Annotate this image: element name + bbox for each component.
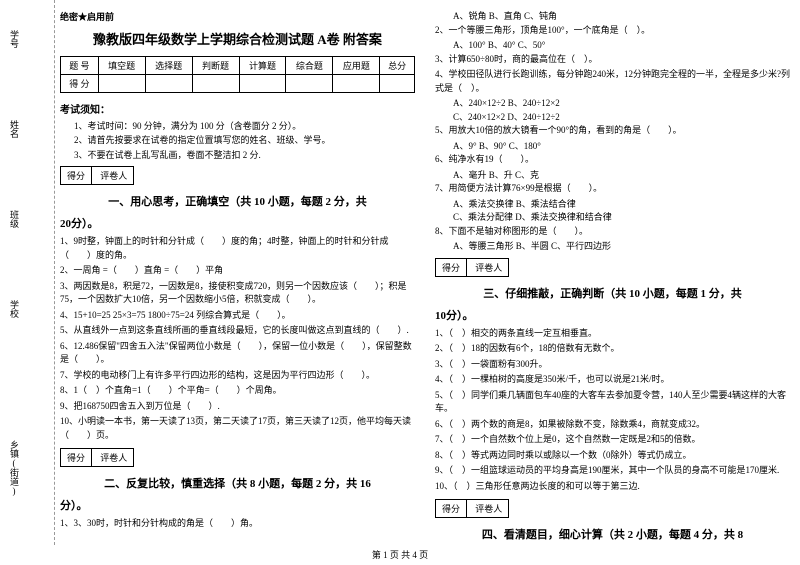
fill-q1: 1、9时整，钟面上的时针和分针成（ ）度的角；4时整，钟面上的时针和分针成（ ）… [60,235,415,262]
notice-heading: 考试须知： [60,101,415,116]
th-3: 判断题 [192,57,239,75]
part3-points: 10分）。 [435,307,790,323]
choice-q5: 5、用放大10倍的放大镜看一个90°的角，看到的角是（ ）。 [435,124,790,138]
choice-q6: 6、纯净水有19（ ）。 [435,153,790,167]
th-0: 题 号 [61,57,99,75]
judge-q7: 7、（ ）一个自然数个位上是0，这个自然数一定既是2和5的倍数。 [435,433,790,447]
choice-q3: 3、计算650÷80时，商的最高位在（ ）。 [435,53,790,67]
exam-title: 豫教版四年级数学上学期综合检测试题 A卷 附答案 [60,29,415,48]
score-box-2: 得分 评卷人 [60,448,134,467]
part4-title: 四、看清题目，细心计算（共 2 小题，每题 4 分，共 8 [435,526,790,542]
sb-c2: 评卷人 [94,167,133,184]
part1-points: 20分）。 [60,215,415,231]
th-1: 填空题 [98,57,145,75]
sb-c1: 得分 [61,167,92,184]
choice-q8: 8、下面不是轴对称图形的是（ ）。 [435,225,790,239]
fill-q3: 3、两因数是8，积是72，一因数是8，接使积变成720，则另一个因数应该（ ）；… [60,280,415,307]
binding-label-4: 学校 [8,300,21,318]
notice-2: 2、请首先按要求在试卷的指定位置填写您的姓名、班级、学号。 [74,133,415,147]
judge-q6: 6、（ ）两个数的商是8，如果被除数不变，除数乘4，商就变成32。 [435,418,790,432]
part2-points: 分）。 [60,497,415,513]
fill-q7: 7、学校的电动移门上有许多平行四边形的结构，这是因为平行四边形（ ）。 [60,369,415,383]
choice-q7: 7、用简便方法计算76×99是根据（ ）。 [435,182,790,196]
judge-q8: 8、（ ）等式两边同时乘以或除以一个数（0除外）等式仍成立。 [435,449,790,463]
score-table: 题 号 填空题 选择题 判断题 计算题 综合题 应用题 总分 得 分 [60,56,415,93]
page-content: 绝密★启用前 豫教版四年级数学上学期综合检测试题 A卷 附答案 题 号 填空题 … [60,10,790,540]
judge-q3: 3、（ ）一袋面粉有300升。 [435,358,790,372]
judge-q4: 4、（ ）一棵柏树的高度是350米/千，也可以说是21米/时。 [435,373,790,387]
part1-title: 一、用心思考，正确填空（共 10 小题，每题 2 分，共 [60,193,415,209]
score-box-4: 得分 评卷人 [435,499,509,518]
th-4: 计算题 [239,57,286,75]
fill-q10: 10、小明读一本书，第一天读了13页，第二天读了17页，第三天读了12页，他平均… [60,415,415,442]
fill-q2: 2、一周角 =（ ）直角 =（ ）平角 [60,264,415,278]
binding-label-1: 学号 [8,30,21,48]
fill-q4: 4、15+10=25 25×3=75 1800÷75=24 列综合算式是（ ）。 [60,309,415,323]
score-box-3: 得分 评卷人 [435,258,509,277]
fill-q8: 8、1（ ）个直角=1（ ）个平角=（ ）个周角。 [60,384,415,398]
binding-label-3: 班级 [8,210,21,228]
binding-label-2: 姓名 [8,120,21,138]
score-box-1: 得分 评卷人 [60,166,134,185]
judge-q10: 10、（ ）三角形任意两边长度的和可以等于第三边. [435,480,790,494]
left-column: 绝密★启用前 豫教版四年级数学上学期综合检测试题 A卷 附答案 题 号 填空题 … [60,10,415,540]
page-footer: 第 1 页 共 4 页 [0,548,800,561]
choice-q4: 4、学校田径队进行长跑训练，每分钟跑240米，12分钟跑完全程的一半，全程是多少… [435,68,790,95]
judge-q2: 2、（ ）18的因数有6个，18的倍数有无数个。 [435,342,790,356]
choice-q2: 2、一个等腰三角形，顶角是100°，一个底角是（ ）。 [435,24,790,38]
th-2: 选择题 [145,57,192,75]
notice-list: 1、考试时间：90 分钟，满分为 100 分（含卷面分 2 分）。 2、请首先按… [60,119,415,162]
notice-3: 3、不要在试卷上乱写乱画，卷面不整洁扣 2 分. [74,148,415,162]
judge-q5: 5、（ ）同学们乘几辆面包车40座的大客车去参加夏令营，140人至少需要4辆这样… [435,389,790,416]
fill-q5: 5、从直线外一点到这条直线所画的垂直线段最短，它的长度叫做这点到直线的（ ）. [60,324,415,338]
judge-q9: 9、（ ）一组篮球运动员的平均身高是190厘米，其中一个队员的身高不可能是170… [435,464,790,478]
fill-q6: 6、12.486保留"四舍五入法"保留两位小数是（ ），保留一位小数是（ ），保… [60,340,415,367]
notice-1: 1、考试时间：90 分钟，满分为 100 分（含卷面分 2 分）。 [74,119,415,133]
th-6: 应用题 [333,57,380,75]
fill-q9: 9、把168750四舍五入到万位是（ ）. [60,400,415,414]
binding-label-5: 乡镇(街道) [8,440,21,496]
part2-title: 二、反复比较，慎重选择（共 8 小题，每题 2 分，共 16 [60,475,415,491]
th-5: 综合题 [286,57,333,75]
part3-title: 三、仔细推敲，正确判断（共 10 小题，每题 1 分，共 [435,285,790,301]
right-column: A、锐角 B、直角 C、钝角 2、一个等腰三角形，顶角是100°，一个底角是（ … [435,10,790,540]
binding-margin: 学号 姓名 班级 学校 乡镇(街道) [0,0,55,545]
choice-q1: 1、3、30时，时针和分针构成的角是（ ）角。 [60,517,415,531]
row2-label: 得 分 [61,75,99,93]
confidential-mark: 绝密★启用前 [60,10,415,23]
th-7: 总分 [380,57,415,75]
q1-opts: A、锐角 B、直角 C、钝角 [435,10,790,24]
judge-q1: 1、（ ）相交的两条直线一定互相垂直。 [435,327,790,341]
